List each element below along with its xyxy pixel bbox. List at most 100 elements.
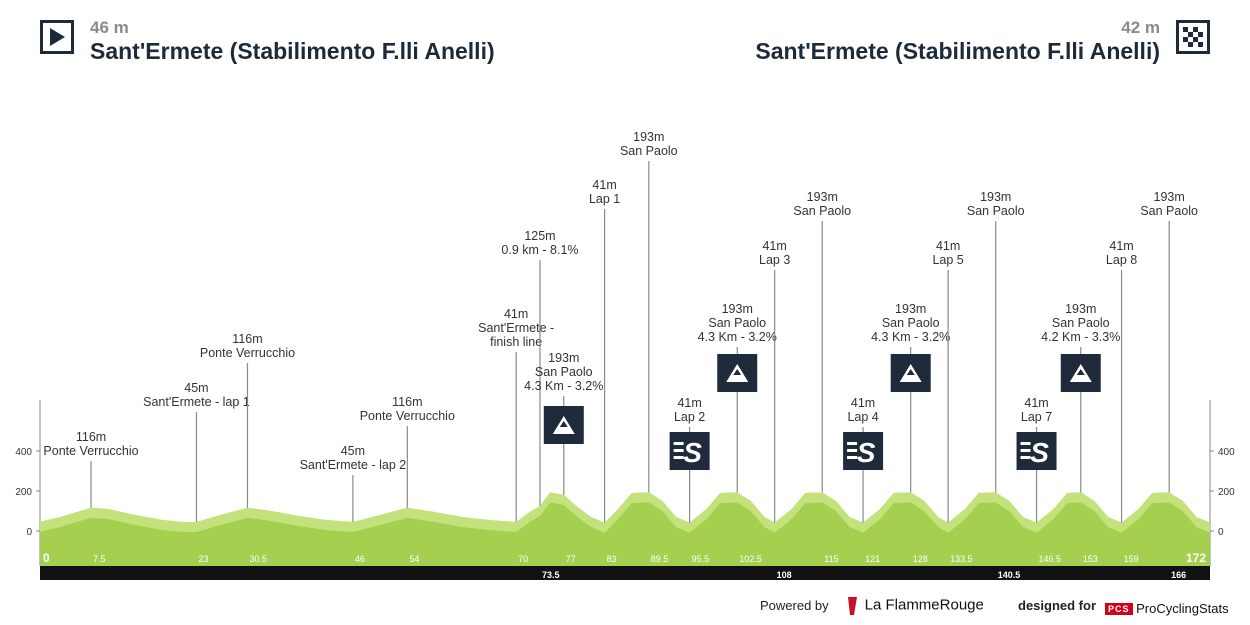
annotation-elevation: 41m [1024, 396, 1048, 410]
bar-km-label: 108 [777, 570, 792, 580]
pcs-badge: PCS [1105, 602, 1133, 615]
annotation-elevation: 193m [548, 351, 579, 365]
annotation-elevation: 41m [592, 178, 616, 192]
annotation-text: Sant'Ermete - lap 2 [300, 458, 407, 472]
finish-location: Sant'Ermete (Stabilimento F.lli Anelli) [755, 38, 1160, 64]
y-tick-label-left: 400 [15, 447, 32, 458]
sprint-icon: S [843, 432, 884, 470]
annotation-text: Lap 5 [932, 253, 963, 267]
annotation-text: Lap 1 [589, 192, 620, 206]
annotation-elevation: 193m [633, 130, 664, 144]
annotation-text: 0.9 km - 8.1% [501, 243, 578, 257]
annotation-elevation: 41m [504, 307, 528, 321]
annotation-elevation: 45m [341, 444, 365, 458]
annotation-text: Lap 2 [674, 410, 705, 424]
annotation-elevation: 125m [524, 229, 555, 243]
annotation-text: San Paolo [793, 204, 851, 218]
annotation-text: Ponte Verrucchio [360, 409, 455, 423]
annotation-elevation: 116m [392, 395, 422, 409]
climb-icon [890, 354, 931, 392]
annotation-text: Lap 3 [759, 253, 790, 267]
annotation-elevation: 45m [184, 381, 208, 395]
km-label: 83 [607, 554, 617, 564]
distance-start-label: 0 [43, 551, 50, 565]
profile-highlight [40, 492, 1210, 533]
km-label: 7.5 [93, 554, 106, 564]
checkered-flag-icon [1176, 20, 1210, 54]
km-label: 77 [566, 554, 576, 564]
annotation-elevation: 41m [851, 396, 875, 410]
annotation-text: San Paolo [708, 316, 766, 330]
bar-km-label: 140.5 [998, 570, 1021, 580]
km-label: 133.5 [950, 554, 973, 564]
annotation-elevation: 193m [1065, 302, 1096, 316]
annotation-elevation: 41m [936, 239, 960, 253]
annotation-text: Lap 7 [1021, 410, 1052, 424]
annotation-text: San Paolo [1052, 316, 1110, 330]
annotation-elevation: 193m [722, 302, 753, 316]
svg-text:S: S [683, 437, 702, 468]
climb-icon [717, 354, 758, 392]
annotation-text: 4.3 Km - 3.2% [524, 379, 603, 393]
annotation-elevation: 193m [807, 190, 838, 204]
play-icon [40, 20, 74, 54]
svg-text:S: S [857, 437, 876, 468]
km-label: 54 [409, 554, 419, 564]
annotation-text: San Paolo [967, 204, 1025, 218]
annotation-text: Lap 4 [847, 410, 878, 424]
svg-text:S: S [1030, 437, 1049, 468]
powered-by-text: Powered by [760, 598, 829, 613]
km-label: 23 [198, 554, 208, 564]
annotation-text: 4.2 Km - 3.3% [1041, 330, 1120, 344]
annotation-text: Ponte Verrucchio [43, 444, 138, 458]
km-label: 70 [518, 554, 528, 564]
sprint-icon: S [669, 432, 710, 470]
climb-icon [543, 406, 584, 444]
annotation-elevation: 193m [980, 190, 1011, 204]
profile-area [40, 492, 1210, 566]
km-label: 102.5 [739, 554, 762, 564]
km-label: 30.5 [249, 554, 267, 564]
km-label: 128 [913, 554, 928, 564]
annotation-text: Sant'Ermete - lap 1 [143, 395, 250, 409]
flamme-rouge-brand: La FlammeRouge [864, 596, 984, 614]
start-elevation: 46 m [90, 18, 129, 37]
annotation-text: San Paolo [620, 144, 678, 158]
annotation-elevation: 41m [677, 396, 701, 410]
km-label: 95.5 [692, 554, 710, 564]
climb-icon [1060, 354, 1101, 392]
annotation-text: 4.3 Km - 3.2% [698, 330, 777, 344]
finish-elevation: 42 m [1121, 18, 1160, 37]
sprint-icon: S [1016, 432, 1057, 470]
flamme-rouge-logo[interactable]: La FlammeRouge [845, 596, 984, 616]
km-label: 159 [1124, 554, 1139, 564]
km-label: 121 [865, 554, 880, 564]
annotation-elevation: 116m [76, 430, 106, 444]
y-tick-label-right: 400 [1218, 447, 1235, 458]
km-label: 46 [355, 554, 365, 564]
annotation-text: San Paolo [882, 316, 940, 330]
designed-for-text: designed for [1018, 598, 1097, 613]
km-label: 115 [824, 554, 838, 564]
y-tick-label-left: 200 [15, 487, 32, 498]
km-label: 89.5 [651, 554, 669, 564]
y-tick-label-right: 0 [1218, 527, 1224, 538]
annotation-text: Lap 8 [1106, 253, 1137, 267]
annotation-text: Sant'Ermete - [478, 321, 554, 335]
km-label: 153 [1083, 554, 1098, 564]
annotation-elevation: 41m [762, 239, 786, 253]
bar-km-label: 166 [1171, 570, 1186, 580]
annotation-text: Ponte Verrucchio [200, 346, 295, 360]
start-location: Sant'Ermete (Stabilimento F.lli Anelli) [90, 38, 495, 64]
annotation-text: finish line [490, 335, 542, 349]
bar-km-label: 73.5 [542, 570, 560, 580]
pcs-logo[interactable]: PCS ProCyclingStats [1105, 600, 1229, 616]
distance-end-label: 172 [1186, 551, 1206, 565]
annotation-elevation: 193m [1154, 190, 1185, 204]
annotation-text: San Paolo [535, 365, 593, 379]
y-tick-label-left: 0 [26, 527, 32, 538]
annotation-text: San Paolo [1140, 204, 1198, 218]
distance-bar [40, 566, 1210, 580]
annotation-elevation: 193m [895, 302, 926, 316]
